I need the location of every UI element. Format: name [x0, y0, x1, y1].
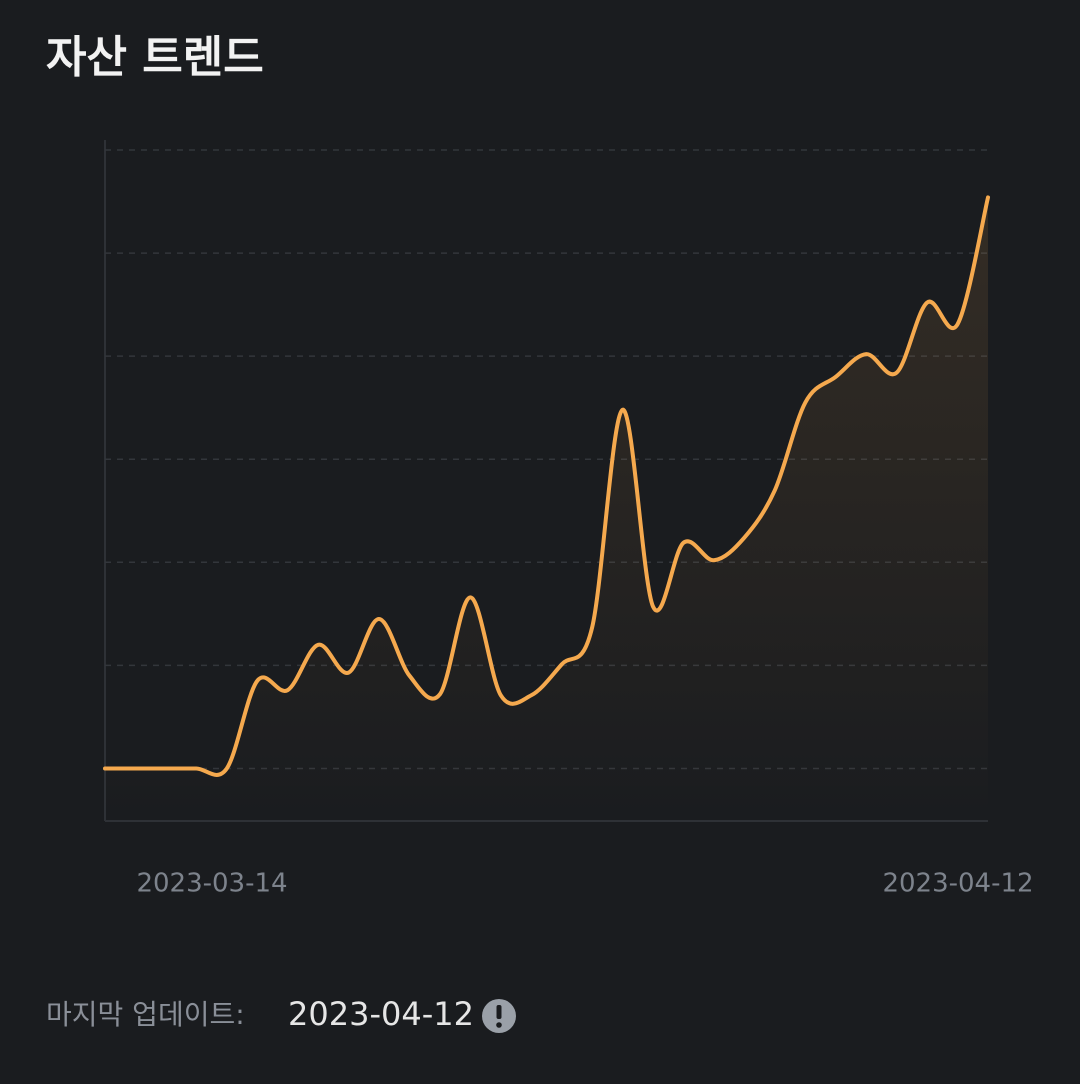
info-icon[interactable] [482, 999, 516, 1033]
footer-label: 마지막 업데이트: [46, 998, 245, 1031]
chart-title: 자산 트렌드 [46, 32, 264, 83]
footer-date: 2023-04-12 [288, 995, 474, 1033]
x-tick-label: 2023-04-12 [882, 869, 1033, 899]
x-tick-label: 2023-03-14 [136, 869, 287, 899]
area [105, 197, 988, 820]
line [103, 195, 990, 777]
